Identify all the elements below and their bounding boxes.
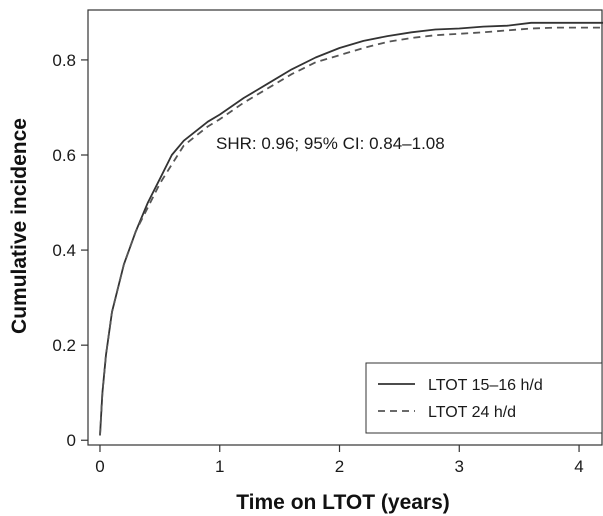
legend: LTOT 15–16 h/d LTOT 24 h/d xyxy=(365,362,603,434)
series-line-2 xyxy=(99,26,603,436)
x-tick-label: 3 xyxy=(455,457,464,476)
x-axis-title: Time on LTOT (years) xyxy=(236,491,450,514)
x-tick-label: 1 xyxy=(215,457,224,476)
y-tick-label: 0.4 xyxy=(52,241,76,260)
legend-box xyxy=(365,362,603,434)
series-layer xyxy=(99,21,603,436)
x-axis-ticks: 0 1 2 3 4 xyxy=(95,445,584,476)
x-tick-label: 0 xyxy=(95,457,104,476)
y-tick-label: 0.6 xyxy=(52,146,76,165)
y-axis-title: Cumulative incidence xyxy=(8,118,31,334)
legend-label-series-2: LTOT 24 h/d xyxy=(428,404,516,421)
y-tick-label: 0.2 xyxy=(52,336,76,355)
x-tick-label: 2 xyxy=(335,457,344,476)
legend-label-series-1: LTOT 15–16 h/d xyxy=(428,377,543,394)
annotation-shr: SHR: 0.96; 95% CI: 0.84–1.08 xyxy=(216,134,445,153)
x-tick-label: 4 xyxy=(574,457,583,476)
y-tick-label: 0 xyxy=(67,431,76,450)
plot-frame xyxy=(87,9,603,446)
y-axis-ticks: 0 0.2 0.4 0.6 0.8 xyxy=(52,51,88,450)
y-tick-label: 0.8 xyxy=(52,51,76,70)
